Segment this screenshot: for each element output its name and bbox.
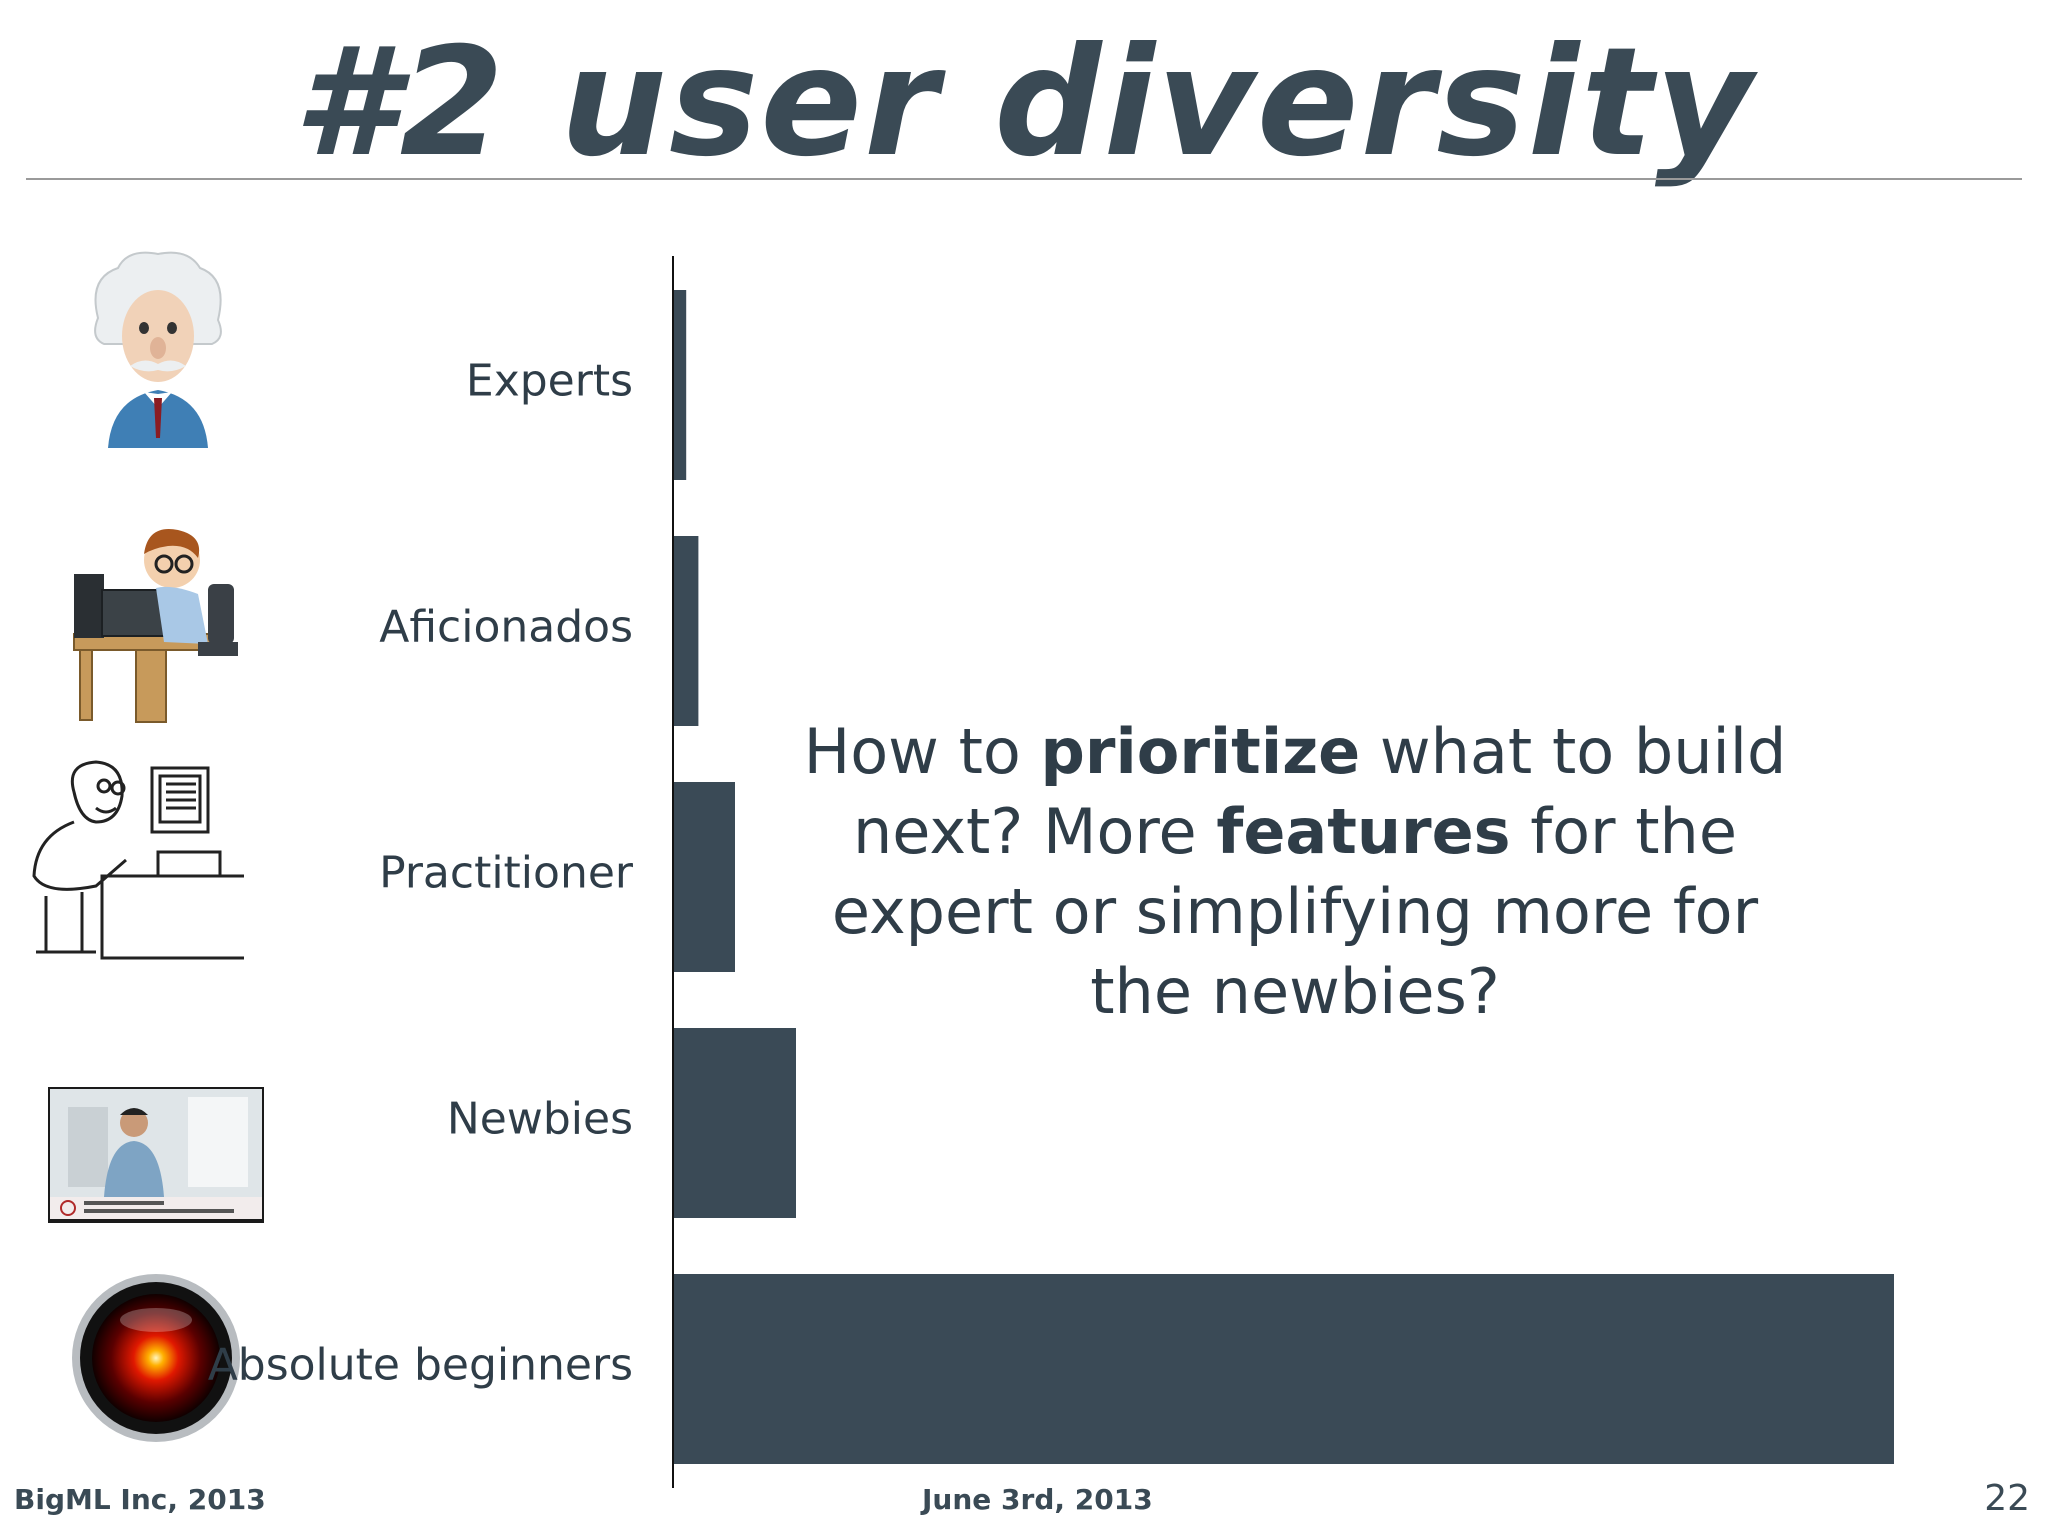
category-label-experts: Experts — [465, 355, 633, 407]
category-label-newbies: Newbies — [446, 1093, 633, 1145]
question-emphasis-prioritize: prioritize — [1040, 715, 1361, 788]
bar-newbies — [674, 1028, 796, 1218]
question-text-1: How to — [803, 715, 1041, 788]
einstein-avatar-icon — [88, 248, 228, 448]
category-label-absolute-beginners: Absolute beginners — [207, 1339, 633, 1391]
video-lecture-thumbnail-icon — [48, 1087, 264, 1223]
footer-company: BigML Inc, 2013 — [14, 1483, 266, 1516]
page-number: 22 — [1984, 1478, 2030, 1519]
prioritization-question: How to prioritize what to build next? Mo… — [780, 712, 1810, 1032]
question-text-3: for the expert or simplifying more for t… — [831, 795, 1759, 1028]
title-divider — [26, 178, 2022, 180]
programmer-at-desk-icon — [68, 524, 248, 728]
hal-9000-eye-icon — [70, 1272, 242, 1444]
man-at-computer-drawing-icon — [26, 756, 268, 960]
bar-experts — [674, 290, 687, 480]
category-label-practitioner: Practitioner — [379, 847, 633, 899]
bar-aficionados — [674, 536, 699, 726]
footer-date: June 3rd, 2013 — [922, 1483, 1153, 1516]
question-text-2: what to build next? More — [853, 715, 1787, 868]
question-emphasis-features: features — [1216, 795, 1511, 868]
bar-absolute-beginners — [674, 1274, 1894, 1464]
slide-title: #2 user diversity — [293, 16, 1755, 190]
bars-group — [674, 290, 1894, 1464]
bar-practitioner — [674, 782, 735, 972]
category-label-aficionados: Aficionados — [379, 601, 633, 653]
